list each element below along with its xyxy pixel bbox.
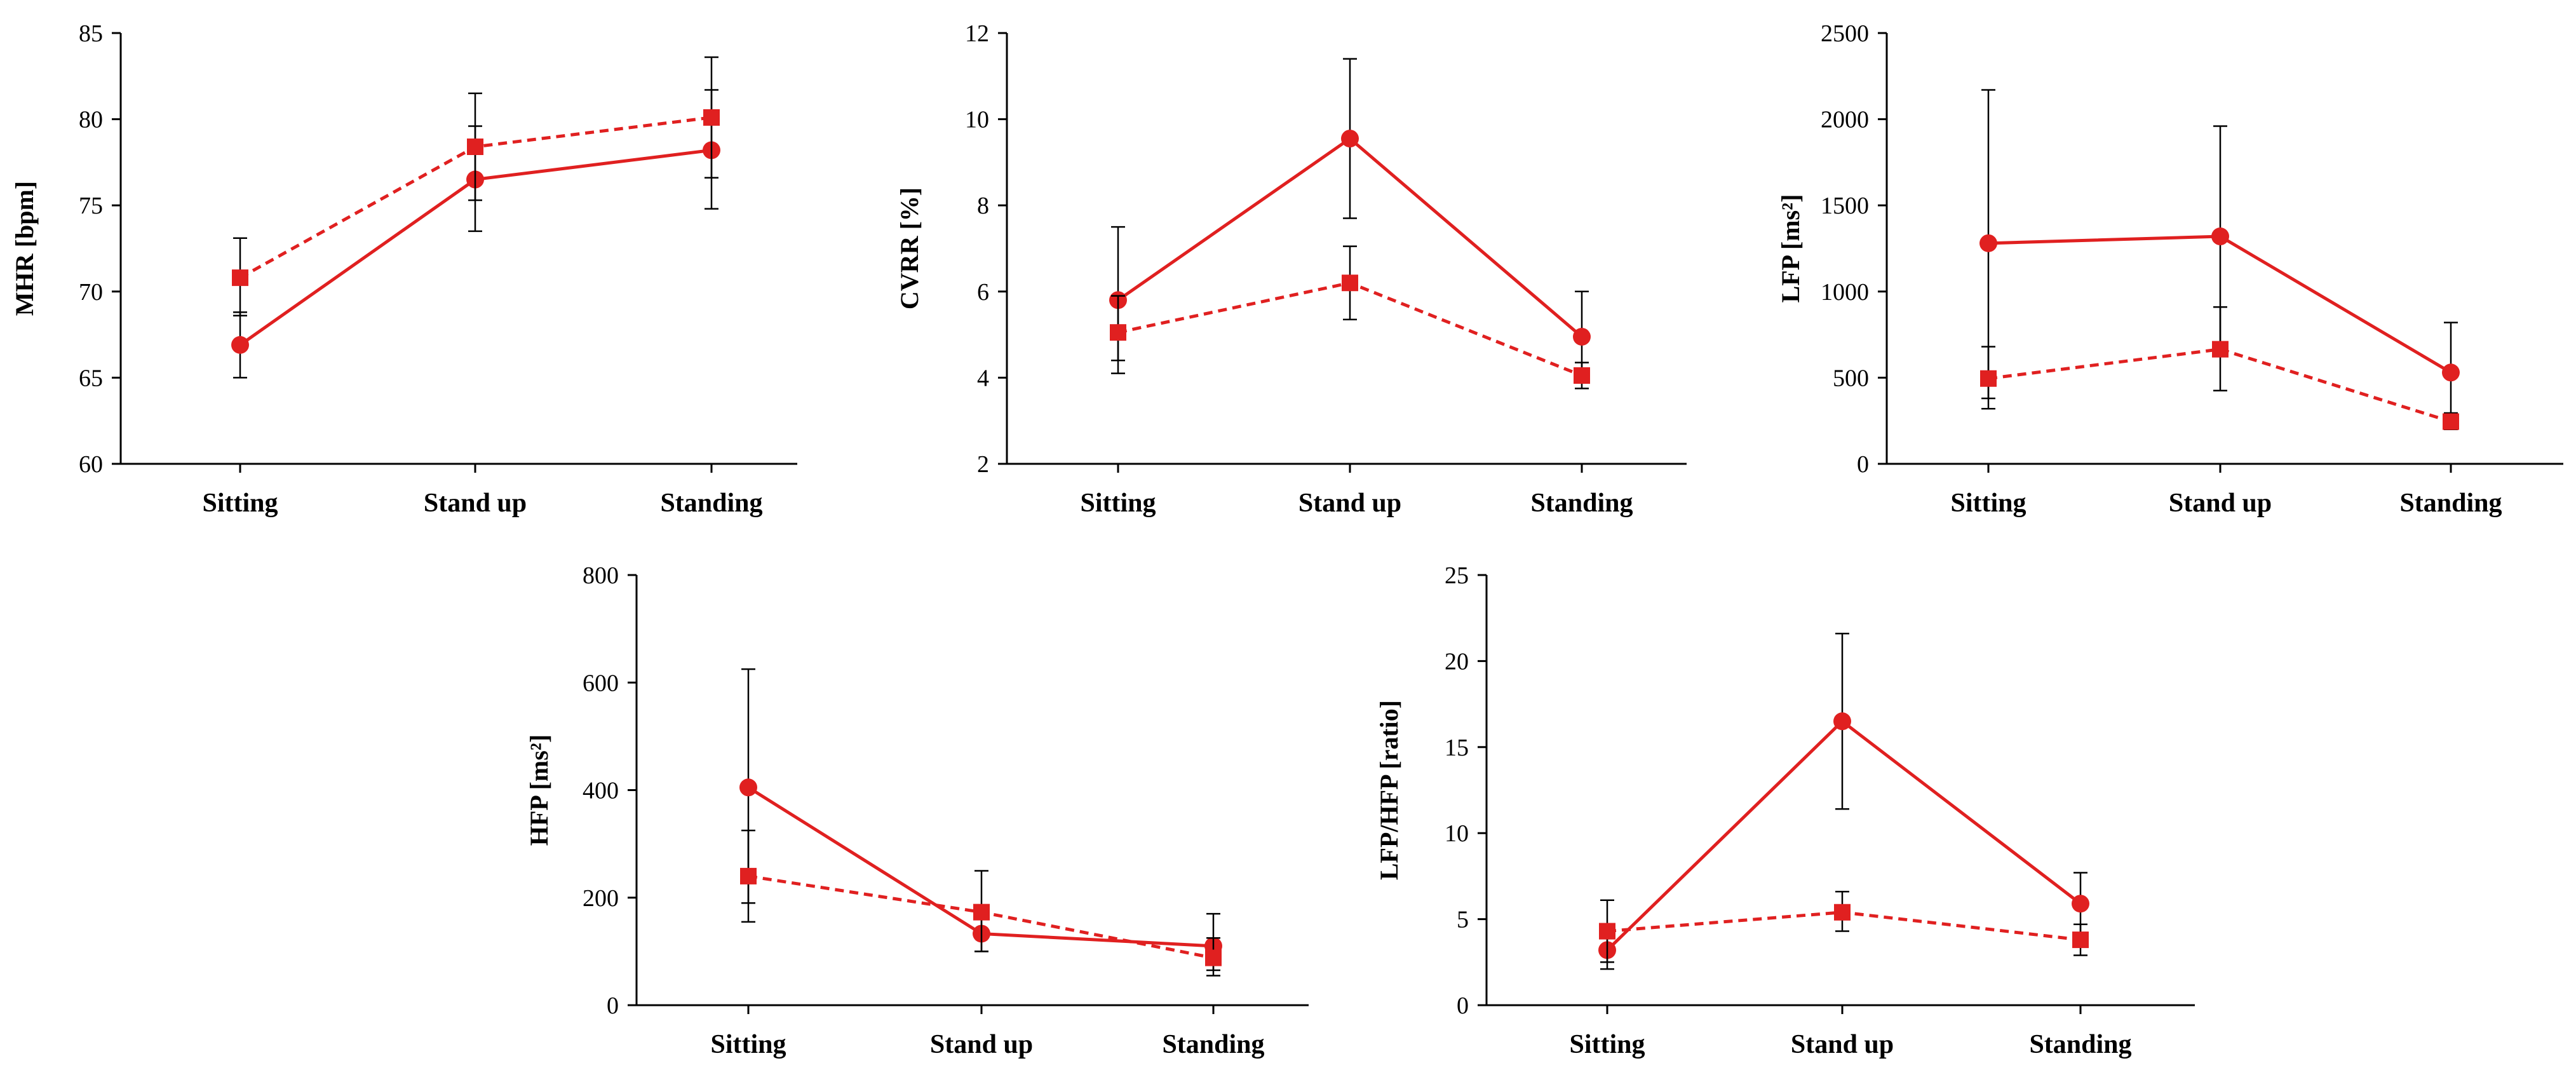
y-tick-label: 0 [607, 992, 619, 1019]
y-tick-label: 60 [79, 451, 103, 478]
y-tick-label: 85 [79, 20, 103, 47]
data-point-square [232, 269, 248, 287]
y-axis-title: CVRR [%] [895, 187, 924, 309]
y-tick-label: 12 [965, 20, 989, 47]
y-tick-label: 0 [1457, 992, 1469, 1019]
series-circle-solid [1598, 632, 2089, 970]
y-tick-label: 10 [965, 107, 989, 133]
x-category-label: Stand up [1298, 489, 1401, 518]
x-category-label: Sitting [1950, 489, 2026, 518]
data-point-square [467, 138, 483, 155]
y-tick-label: 70 [79, 279, 103, 306]
data-point-square [2443, 413, 2459, 430]
chart-panel-3: 0 500 1000 1500 2000 2500 Sitting Stand up Stand… [1776, 20, 2563, 518]
y-axis-title: LFP [ms²] [1776, 194, 1805, 303]
y-tick-label: 20 [1445, 648, 1469, 675]
data-point-square [2072, 931, 2089, 949]
x-category-label: Standing [1162, 1030, 1264, 1059]
y-tick-label: 400 [583, 778, 619, 804]
x-category-label: Standing [2029, 1030, 2131, 1059]
y-tick-label: 800 [583, 562, 619, 589]
series-line [1988, 348, 2451, 423]
x-category-label: Stand up [424, 489, 527, 518]
y-tick-label: 600 [583, 670, 619, 696]
data-point-square [740, 867, 757, 884]
x-category-label: Stand up [2169, 489, 2272, 518]
data-point-square [1342, 274, 1358, 292]
data-point-circle [1573, 327, 1591, 346]
y-tick-label: 5 [1457, 907, 1469, 933]
chart-panel-5: 0 5 10 15 20 25 Sitting Stand up Standing LFP/HFP… [1375, 562, 2195, 1059]
y-tick-label: 80 [79, 107, 103, 133]
y-tick-label: 1000 [1821, 279, 1869, 306]
data-point-circle [1833, 712, 1851, 731]
series-square-dashed [1599, 891, 2089, 963]
x-category-label: Sitting [710, 1030, 786, 1059]
chart-panel-4: 0 200 400 600 800 Sitting Stand up Standing HFP … [525, 562, 1309, 1059]
data-point-square [1834, 904, 1851, 921]
y-axis-title: HFP [ms²] [525, 735, 553, 846]
data-point-circle [2211, 227, 2229, 246]
chart-panel-1: 60 65 70 75 80 85 Sitting Stand up Standing MHR [… [10, 20, 797, 518]
data-point-square [1599, 923, 1615, 940]
x-category-label: Sitting [1080, 489, 1156, 518]
series-square-dashed [740, 829, 1222, 977]
y-tick-label: 6 [977, 279, 989, 306]
y-tick-label: 10 [1445, 820, 1469, 847]
y-tick-label: 65 [79, 365, 103, 391]
x-category-label: Standing [1530, 489, 1633, 518]
series-circle-solid [1109, 58, 1591, 383]
x-category-label: Stand up [1791, 1030, 1894, 1059]
x-category-label: Standing [2399, 489, 2502, 518]
data-point-circle [231, 335, 249, 354]
chart-panel-2: 2 4 6 8 10 12 Sitting Stand up Standing CVRR [%] [895, 20, 1687, 518]
data-point-square [1574, 367, 1590, 384]
data-point-circle [1979, 234, 1997, 252]
y-tick-label: 2 [977, 451, 989, 478]
data-point-square [1980, 370, 1997, 387]
y-tick-label: 2000 [1821, 107, 1869, 133]
y-axis-title: MHR [bpm] [10, 181, 39, 316]
series-square-dashed [1110, 245, 1590, 389]
series-square-dashed [1980, 306, 2459, 431]
y-axis-title: LFP/HFP [ratio] [1375, 700, 1403, 880]
x-category-label: Standing [660, 489, 762, 518]
data-point-square [973, 904, 990, 921]
y-tick-label: 25 [1445, 562, 1469, 589]
x-category-label: Sitting [1569, 1030, 1645, 1059]
data-point-circle [2072, 895, 2089, 913]
data-point-square [2212, 341, 2229, 358]
y-tick-label: 1500 [1821, 193, 1869, 219]
y-tick-label: 500 [1833, 365, 1869, 391]
y-tick-label: 200 [583, 885, 619, 912]
data-point-square [1110, 324, 1126, 341]
y-tick-label: 2500 [1821, 20, 1869, 47]
x-category-label: Stand up [930, 1030, 1033, 1059]
y-tick-label: 15 [1445, 735, 1469, 761]
y-tick-label: 8 [977, 193, 989, 219]
y-tick-label: 4 [977, 365, 989, 391]
data-point-circle [739, 778, 757, 797]
series-square-dashed [232, 56, 720, 317]
y-tick-label: 75 [79, 193, 103, 219]
data-point-circle [1341, 130, 1359, 148]
data-point-circle [2442, 363, 2460, 382]
data-point-square [703, 109, 720, 126]
y-tick-label: 0 [1857, 451, 1869, 478]
x-category-label: Sitting [202, 489, 278, 518]
data-point-square [1205, 949, 1222, 966]
